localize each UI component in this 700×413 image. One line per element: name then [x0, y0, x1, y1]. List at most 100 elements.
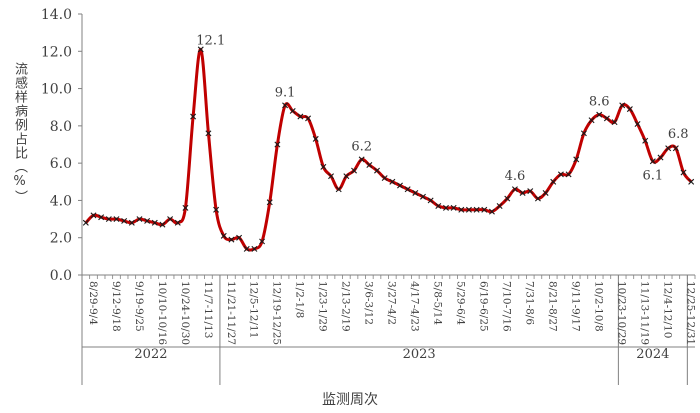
y-tick-label: 4.0: [50, 193, 72, 209]
data-point: [412, 189, 419, 196]
year-labels: 2022 2023 2024: [134, 347, 669, 362]
data-markers: [82, 46, 695, 252]
data-point: [603, 115, 610, 122]
year-label: 2024: [636, 347, 669, 362]
y-axis-title: 流感样病例占比（%）: [12, 62, 27, 204]
data-point: [527, 188, 534, 195]
x-tick-label: 12/25-12/31: [685, 281, 697, 345]
axes: [78, 13, 696, 385]
data-point: [289, 107, 296, 114]
data-point: [243, 245, 250, 252]
data-point: [496, 203, 503, 210]
data-point: [511, 186, 518, 193]
x-tick-label: 6/19-6/25: [478, 281, 490, 332]
y-tick-label: 0.0: [50, 268, 72, 284]
data-point: [634, 121, 641, 127]
data-point: [557, 171, 564, 178]
data-point: [358, 156, 365, 163]
data-point: [205, 130, 212, 137]
x-tick-label: 3/6-3/12: [363, 281, 375, 325]
data-point: [105, 216, 112, 223]
data-point: [542, 189, 549, 196]
x-tick-label: 10/24-10/30: [179, 281, 191, 345]
data-point: [90, 212, 97, 219]
data-point: [419, 193, 426, 200]
data-point: [550, 178, 557, 185]
x-tick-label: 2/13-2/19: [340, 281, 352, 332]
data-label: 8.6: [589, 95, 610, 110]
data-point: [335, 186, 342, 193]
x-tick-label: 10/10-10/16: [156, 281, 168, 345]
data-label: 6.1: [643, 168, 664, 183]
x-tick-label: 7/10-7/16: [501, 281, 513, 332]
data-point: [128, 219, 135, 226]
x-tick-label: 1/23-1/29: [317, 281, 329, 332]
data-point: [113, 216, 120, 223]
data-point: [626, 106, 633, 113]
y-tick-label: 10.0: [41, 82, 72, 98]
data-label: 9.1: [275, 85, 296, 100]
data-point: [190, 113, 197, 120]
data-point: [228, 236, 235, 243]
data-point: [312, 135, 319, 142]
data-point: [665, 145, 672, 152]
data-point: [465, 206, 472, 213]
x-tick-label: 11/7-11/13: [202, 281, 214, 338]
data-point: [611, 119, 618, 126]
data-point: [450, 204, 457, 211]
data-point: [519, 189, 526, 196]
data-point: [167, 216, 174, 223]
data-point: [672, 145, 679, 152]
data-point: [381, 175, 388, 182]
data-point: [182, 204, 189, 211]
data-label: 6.2: [351, 139, 372, 154]
series-line-path: [84, 47, 693, 252]
data-point: [458, 206, 465, 213]
data-point: [121, 217, 128, 224]
x-tick-label: 11/13-11/19: [639, 281, 651, 345]
data-point: [565, 171, 572, 178]
data-point: [236, 234, 243, 241]
data-point: [649, 158, 656, 165]
data-point: [98, 214, 105, 221]
data-point: [619, 102, 626, 109]
data-point: [366, 162, 373, 168]
data-point: [374, 167, 380, 174]
data-point: [473, 206, 480, 213]
data-label: 6.8: [668, 127, 689, 142]
data-point: [389, 178, 396, 185]
data-point: [174, 219, 181, 226]
x-tick-label: 12/5-12/11: [248, 281, 260, 338]
data-point: [642, 137, 649, 144]
data-point: [144, 217, 151, 224]
data-point: [259, 238, 266, 245]
x-tick-label: 12/19-12/25: [271, 281, 283, 345]
x-tick-label: 12/4-12/10: [662, 281, 674, 338]
data-point: [427, 197, 434, 204]
x-tick-label: 3/27-4/2: [386, 281, 398, 325]
data-point: [573, 156, 580, 163]
data-point: [481, 206, 488, 213]
x-tick-label: 1/2-1/8: [294, 281, 306, 318]
x-tick-label: 5/8-5/14: [432, 281, 444, 325]
data-point: [442, 204, 449, 211]
data-point: [159, 221, 166, 228]
y-tick-label: 12.0: [41, 44, 72, 60]
data-point: [588, 117, 595, 124]
series-line: [84, 47, 693, 252]
data-point: [82, 219, 89, 226]
x-tick-label: 8/29-9/4: [87, 281, 99, 325]
data-point: [534, 195, 541, 202]
data-point: [197, 46, 204, 53]
x-tick-label: 9/19-9/25: [133, 281, 145, 332]
data-point: [680, 169, 687, 176]
x-tick-label: 9/11-9/17: [570, 281, 582, 332]
data-point: [397, 182, 403, 189]
data-point: [688, 178, 695, 185]
year-label: 2023: [403, 347, 436, 362]
x-tick-label: 4/17-4/23: [409, 281, 421, 332]
year-label: 2022: [134, 347, 167, 362]
data-point: [596, 111, 603, 118]
x-tick-label: 10/23-10/29: [616, 281, 628, 345]
